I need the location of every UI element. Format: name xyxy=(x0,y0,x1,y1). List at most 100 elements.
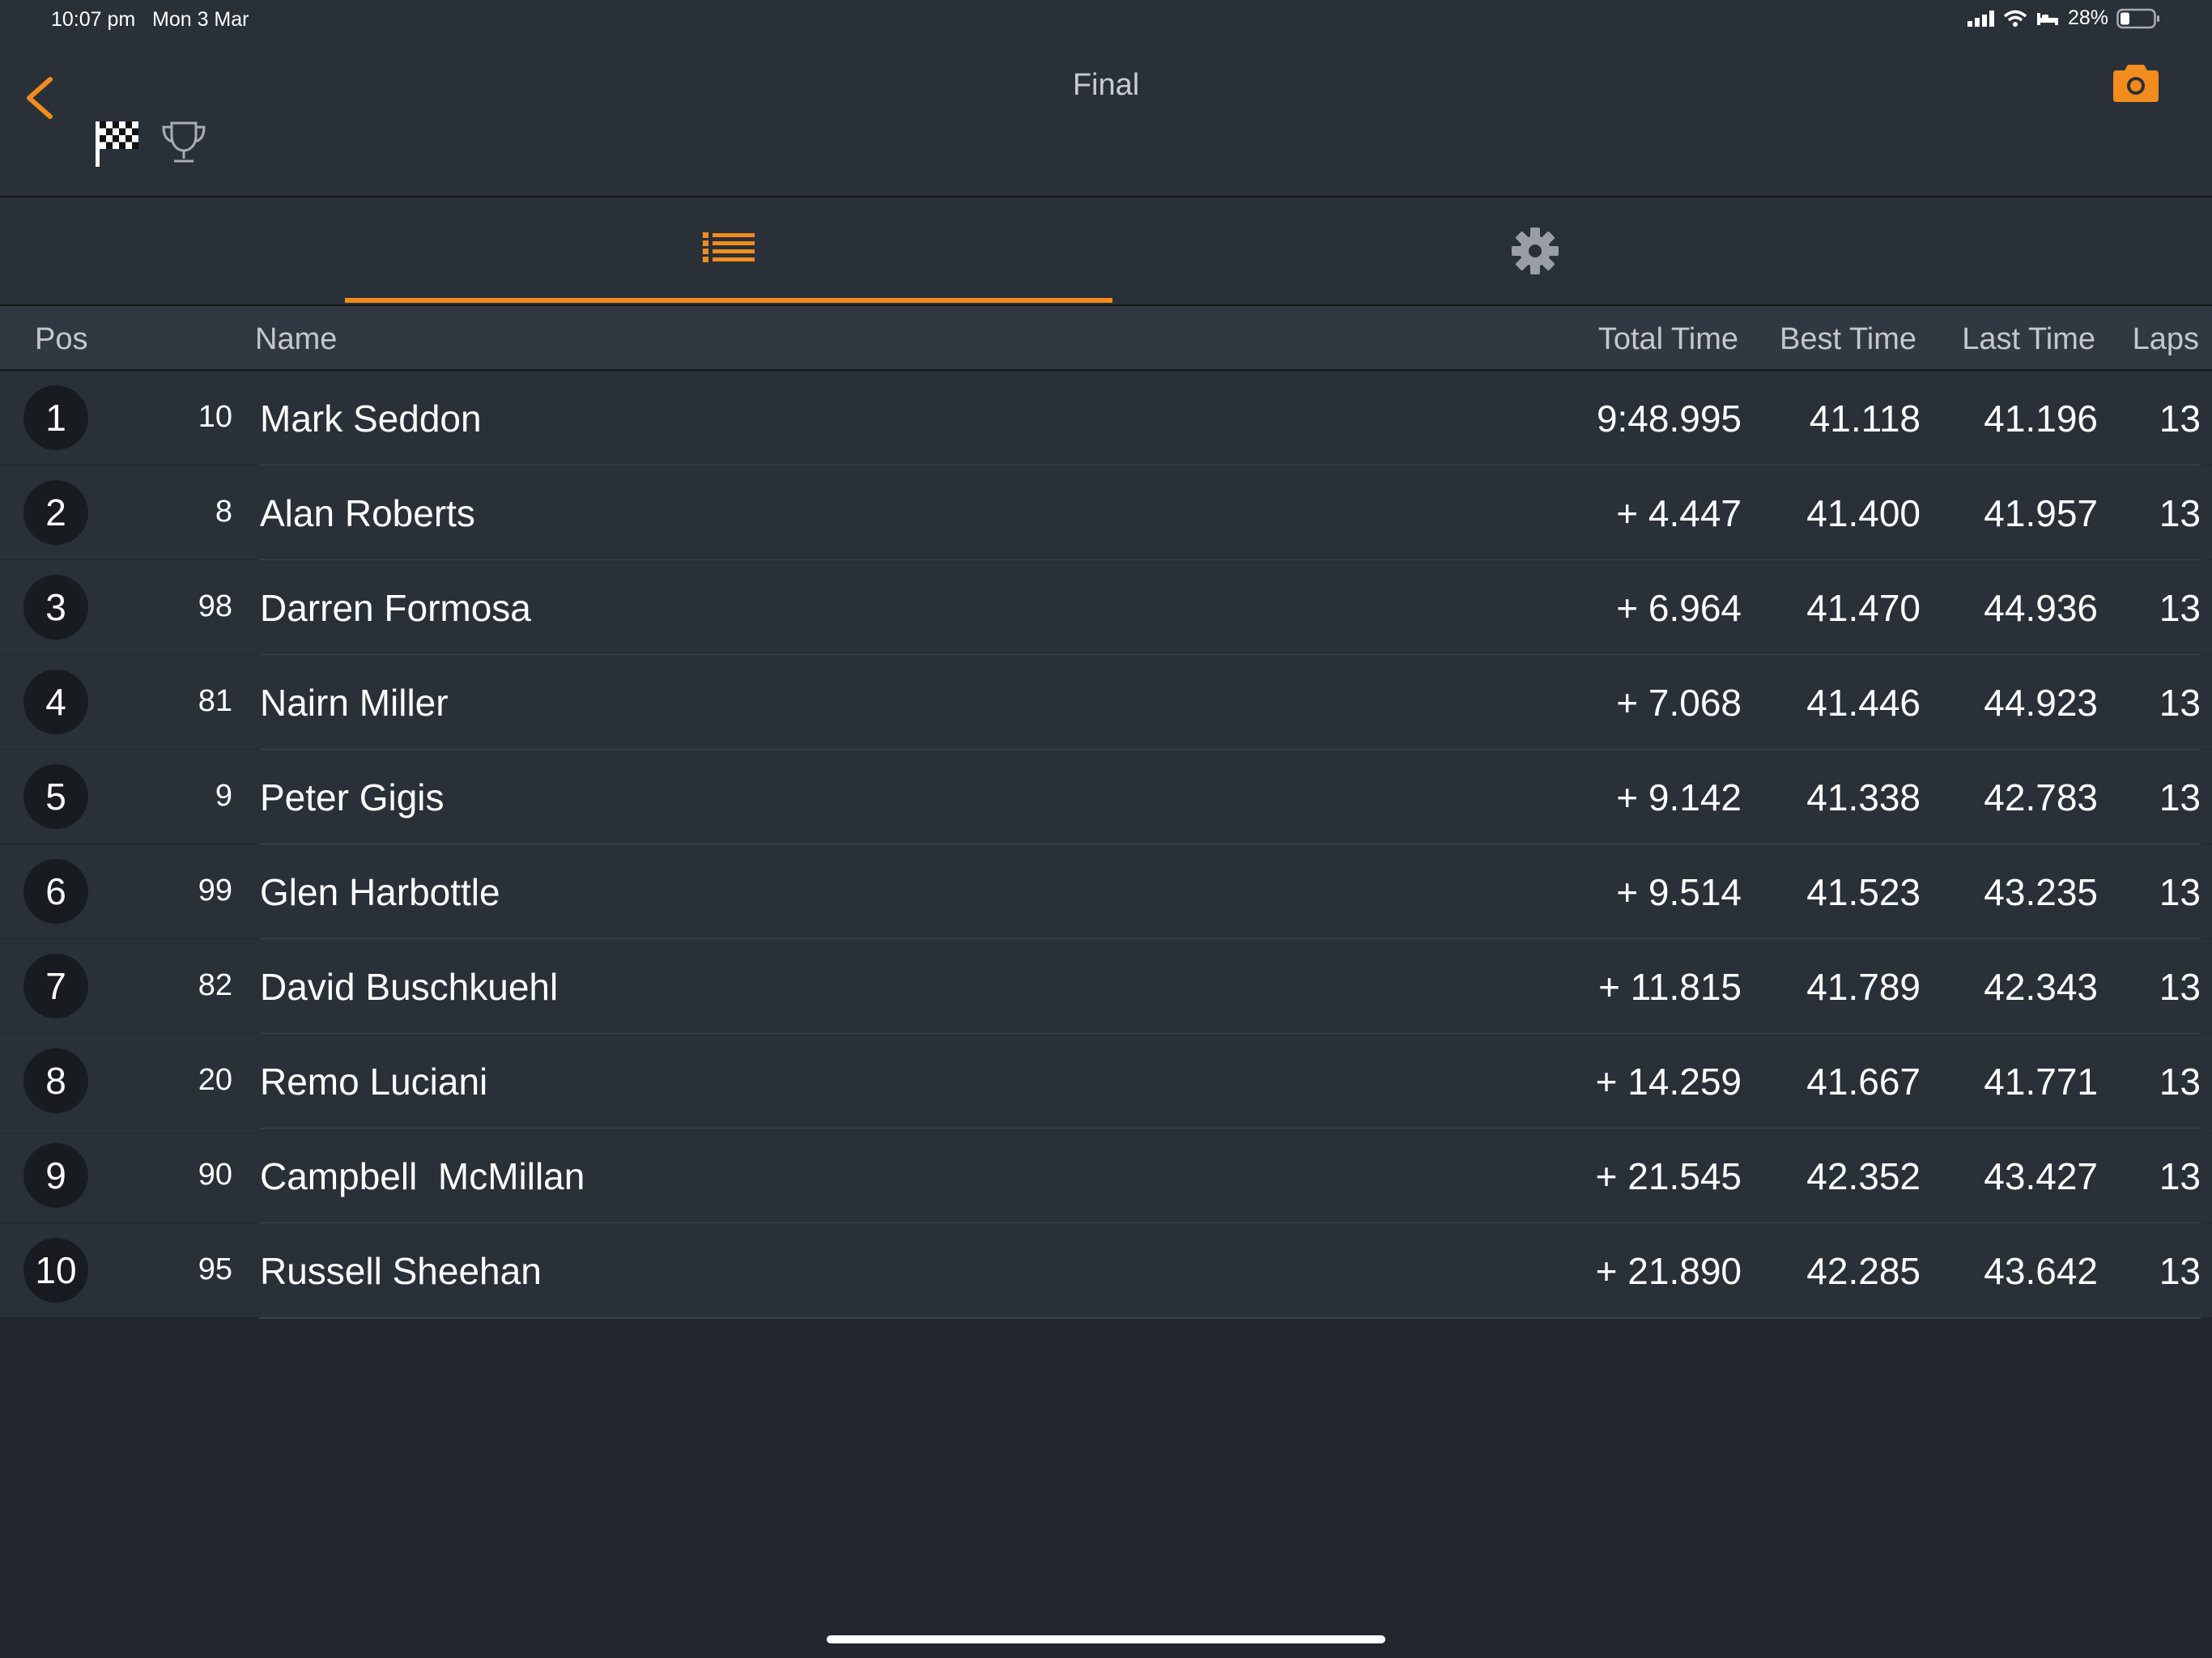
car-number: 99 xyxy=(198,874,232,908)
table-row[interactable]: 3 98 Darren Formosa + 6.964 41.470 44.93… xyxy=(0,560,2212,656)
best-time: 41.400 xyxy=(1806,492,1921,534)
total-time: + 14.259 xyxy=(1595,1061,1742,1103)
column-header-pos: Pos xyxy=(35,322,88,356)
last-time: 42.343 xyxy=(1984,966,2098,1008)
back-chevron-icon xyxy=(27,77,53,119)
table-row[interactable]: 9 90 Campbell McMillan + 21.545 42.352 4… xyxy=(0,1129,2212,1224)
laps: 13 xyxy=(2159,492,2201,534)
tab-bar xyxy=(0,198,2212,306)
table-row[interactable]: 6 99 Glen Harbottle + 9.514 41.523 43.23… xyxy=(0,844,2212,940)
total-time: + 11.815 xyxy=(1598,966,1742,1008)
position-badge: 9 xyxy=(23,1143,88,1208)
trophy-icon[interactable] xyxy=(160,120,207,169)
column-header-last-time: Last Time xyxy=(1962,322,2095,356)
camera-icon xyxy=(2113,65,2159,102)
last-time: 41.196 xyxy=(1984,397,2098,440)
car-number: 8 xyxy=(215,495,232,529)
position-badge: 3 xyxy=(23,575,88,640)
driver-name: David Buschkuehl xyxy=(260,966,559,1008)
tab-results-list[interactable] xyxy=(345,198,1112,304)
driver-name: Remo Luciani xyxy=(260,1061,488,1103)
table-row[interactable]: 5 9 Peter Gigis + 9.142 41.338 42.783 13 xyxy=(0,750,2212,845)
driver-name: Darren Formosa xyxy=(260,587,531,629)
total-time: 9:48.995 xyxy=(1596,397,1742,440)
results-table-body: 1 10 Mark Seddon 9:48.995 41.118 41.196 … xyxy=(0,371,2212,1319)
laps: 13 xyxy=(2159,1155,2201,1197)
position-badge: 10 xyxy=(23,1238,88,1303)
table-row[interactable]: 1 10 Mark Seddon 9:48.995 41.118 41.196 … xyxy=(0,371,2212,466)
active-tab-indicator xyxy=(345,298,1112,303)
last-time: 41.771 xyxy=(1984,1061,2098,1103)
best-time: 41.523 xyxy=(1806,871,1921,913)
position-badge: 1 xyxy=(23,385,88,450)
best-time: 42.285 xyxy=(1806,1250,1921,1292)
best-time: 41.470 xyxy=(1806,587,1921,629)
car-number: 10 xyxy=(198,400,232,434)
laps: 13 xyxy=(2159,587,2201,629)
column-header-best-time: Best Time xyxy=(1780,322,1916,356)
table-row[interactable]: 10 95 Russell Sheehan + 21.890 42.285 43… xyxy=(0,1223,2212,1319)
cellular-signal-icon xyxy=(1967,10,1994,27)
car-number: 9 xyxy=(215,779,232,813)
table-row[interactable]: 7 82 David Buschkuehl + 11.815 41.789 42… xyxy=(0,939,2212,1035)
camera-button[interactable] xyxy=(2112,62,2160,108)
sleep-bed-icon xyxy=(2036,12,2058,25)
last-time: 42.783 xyxy=(1984,776,2098,818)
laps: 13 xyxy=(2159,776,2201,818)
car-number: 82 xyxy=(198,968,232,1002)
position-badge: 8 xyxy=(23,1048,88,1113)
list-icon xyxy=(703,232,755,262)
last-time: 41.957 xyxy=(1984,492,2098,534)
column-header-name: Name xyxy=(255,322,338,356)
last-time: 44.923 xyxy=(1984,682,2098,724)
position-badge: 2 xyxy=(23,480,88,545)
car-number: 81 xyxy=(198,684,232,718)
last-time: 43.642 xyxy=(1984,1250,2098,1292)
driver-name: Peter Gigis xyxy=(260,776,445,818)
status-bar: 10:07 pm Mon 3 Mar 28% xyxy=(0,0,2212,39)
total-time: + 7.068 xyxy=(1616,682,1742,724)
driver-name: Alan Roberts xyxy=(260,492,475,534)
navigation-bar: Final xyxy=(0,0,2212,198)
laps: 13 xyxy=(2159,1250,2201,1292)
car-number: 20 xyxy=(198,1063,232,1097)
total-time: + 6.964 xyxy=(1616,587,1742,629)
car-number: 90 xyxy=(198,1158,232,1192)
position-badge: 5 xyxy=(23,764,88,829)
driver-name: Russell Sheehan xyxy=(260,1250,542,1292)
total-time: + 4.447 xyxy=(1616,492,1742,534)
table-row[interactable]: 8 20 Remo Luciani + 14.259 41.667 41.771… xyxy=(0,1034,2212,1129)
last-time: 43.427 xyxy=(1984,1155,2098,1197)
car-number: 98 xyxy=(198,589,232,623)
total-time: + 9.142 xyxy=(1616,776,1742,818)
best-time: 41.667 xyxy=(1806,1061,1921,1103)
column-header-laps: Laps xyxy=(2132,322,2199,356)
laps: 13 xyxy=(2159,966,2201,1008)
driver-name: Mark Seddon xyxy=(260,397,482,440)
table-row[interactable]: 4 81 Nairn Miller + 7.068 41.446 44.923 … xyxy=(0,655,2212,750)
back-button[interactable] xyxy=(19,70,60,126)
page-title: Final xyxy=(1072,68,1140,102)
results-table-header: Pos Name Total Time Best Time Last Time … xyxy=(0,306,2212,371)
table-row[interactable]: 2 8 Alan Roberts + 4.447 41.400 41.957 1… xyxy=(0,466,2212,561)
home-indicator[interactable] xyxy=(827,1635,1385,1643)
best-time: 41.789 xyxy=(1806,966,1921,1008)
total-time: + 21.890 xyxy=(1595,1250,1742,1292)
position-badge: 6 xyxy=(23,859,88,924)
total-time: + 21.545 xyxy=(1595,1155,1742,1197)
car-number: 95 xyxy=(198,1252,232,1286)
driver-name: Nairn Miller xyxy=(260,682,449,724)
total-time: + 9.514 xyxy=(1616,871,1742,913)
laps: 13 xyxy=(2159,871,2201,913)
column-header-total-time: Total Time xyxy=(1597,322,1738,356)
laps: 13 xyxy=(2159,397,2201,440)
gear-icon xyxy=(1512,227,1559,274)
wifi-icon xyxy=(2003,10,2027,27)
last-time: 44.936 xyxy=(1984,587,2098,629)
best-time: 41.338 xyxy=(1806,776,1921,818)
checkered-flag-icon[interactable] xyxy=(94,118,141,172)
best-time: 41.118 xyxy=(1809,397,1921,440)
laps: 13 xyxy=(2159,1061,2201,1103)
best-time: 42.352 xyxy=(1806,1155,1921,1197)
tab-settings[interactable] xyxy=(1151,198,1919,304)
